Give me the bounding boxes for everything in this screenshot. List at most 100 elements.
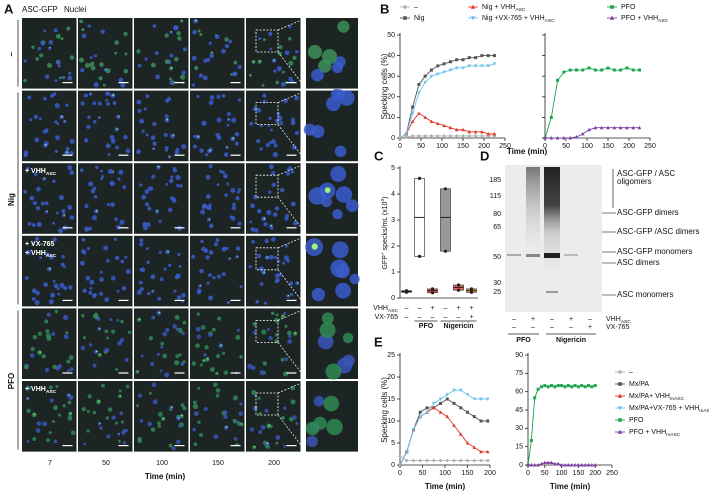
band-label: ASC-GFP monomers: [617, 247, 692, 256]
cell: [80, 345, 86, 351]
zoom-line: [277, 162, 307, 176]
speck: [95, 210, 98, 212]
legend-marker: [617, 369, 623, 375]
panel-letter: B: [380, 1, 389, 16]
cell: [119, 337, 125, 343]
cell: [117, 177, 121, 181]
cell: [142, 225, 148, 231]
cell: [193, 411, 199, 417]
x-tick-label: 200: [589, 470, 601, 477]
zoom-line: [277, 196, 307, 235]
cell: [176, 183, 180, 188]
cell: [226, 117, 231, 122]
cell: [80, 101, 85, 106]
cell: [54, 309, 59, 314]
cell: [58, 195, 64, 201]
cell: [330, 165, 347, 182]
data-point: [461, 127, 465, 132]
speck: [266, 442, 269, 445]
data-point: [587, 127, 591, 132]
cell: [156, 352, 160, 357]
data-point: [637, 125, 642, 130]
cell: [208, 206, 212, 211]
x-tick-label: 250: [644, 143, 656, 150]
cell: [226, 123, 230, 127]
ladder-label: 115: [490, 193, 501, 200]
data-point: [417, 254, 422, 258]
micrograph: [78, 18, 133, 89]
cell: [163, 267, 167, 271]
cell: [114, 421, 118, 425]
group-label: Nig: [7, 193, 16, 206]
cell: [208, 295, 214, 301]
time-tick-label: 200: [268, 460, 280, 467]
data-point: [492, 62, 497, 66]
cell: [44, 210, 49, 214]
cell: [202, 203, 207, 209]
speck: [39, 351, 41, 354]
data-point: [398, 136, 402, 140]
data-point: [606, 125, 610, 130]
cell: [38, 117, 42, 121]
cell: [274, 317, 280, 323]
cell: [224, 37, 229, 42]
data-point: [410, 133, 415, 138]
cell: [293, 220, 299, 226]
x-tick-label: 200: [623, 143, 635, 150]
cell: [52, 179, 56, 184]
cell: [326, 96, 341, 112]
data-point: [485, 397, 490, 401]
zoom-line: [277, 380, 307, 394]
cell: [268, 164, 274, 170]
cell: [237, 188, 242, 192]
cell: [164, 33, 169, 38]
cell: [182, 320, 187, 325]
cell: [230, 73, 234, 76]
cell: [263, 301, 268, 305]
blot-band: [546, 291, 558, 293]
row-label-part: ASC: [46, 171, 57, 177]
y-tick-label: 25: [387, 352, 395, 359]
speck: [170, 67, 173, 69]
cell: [29, 353, 35, 358]
cell: [260, 424, 266, 430]
speck: [195, 19, 197, 22]
data-point: [429, 119, 434, 124]
cell: [335, 282, 351, 299]
band-label: ASC monomers: [617, 290, 673, 299]
cell: [182, 47, 187, 52]
cell: [52, 221, 56, 225]
speck: [273, 59, 276, 61]
cell: [104, 297, 110, 303]
cell: [191, 55, 197, 61]
speck: [232, 137, 235, 140]
sign: +: [588, 324, 592, 331]
cell: [44, 367, 50, 373]
speck: [118, 115, 120, 118]
data-point: [411, 428, 416, 432]
cell: [285, 171, 291, 176]
cell: [239, 285, 243, 289]
cell: [90, 188, 96, 194]
speck: [116, 128, 118, 130]
cell: [182, 406, 187, 411]
speck: [46, 210, 48, 212]
cell: [99, 291, 104, 296]
speck: [156, 210, 159, 212]
cell: [137, 63, 142, 68]
data-point: [448, 68, 453, 72]
row-label-part: + VHH: [25, 168, 46, 175]
cell: [266, 327, 270, 331]
series-line: [399, 135, 495, 139]
y-axis-label: Specking cells (%): [380, 53, 389, 119]
cell: [332, 208, 343, 220]
cell: [67, 415, 73, 421]
cell: [290, 169, 295, 174]
legend-label-part: PFO + VHH: [629, 429, 666, 436]
sign: +: [569, 316, 573, 323]
cell: [325, 363, 342, 380]
legend-label-part: ASC: [545, 18, 556, 24]
cell: [118, 389, 122, 393]
cell: [151, 289, 155, 293]
legend-label: Mx/PA: [629, 381, 649, 388]
